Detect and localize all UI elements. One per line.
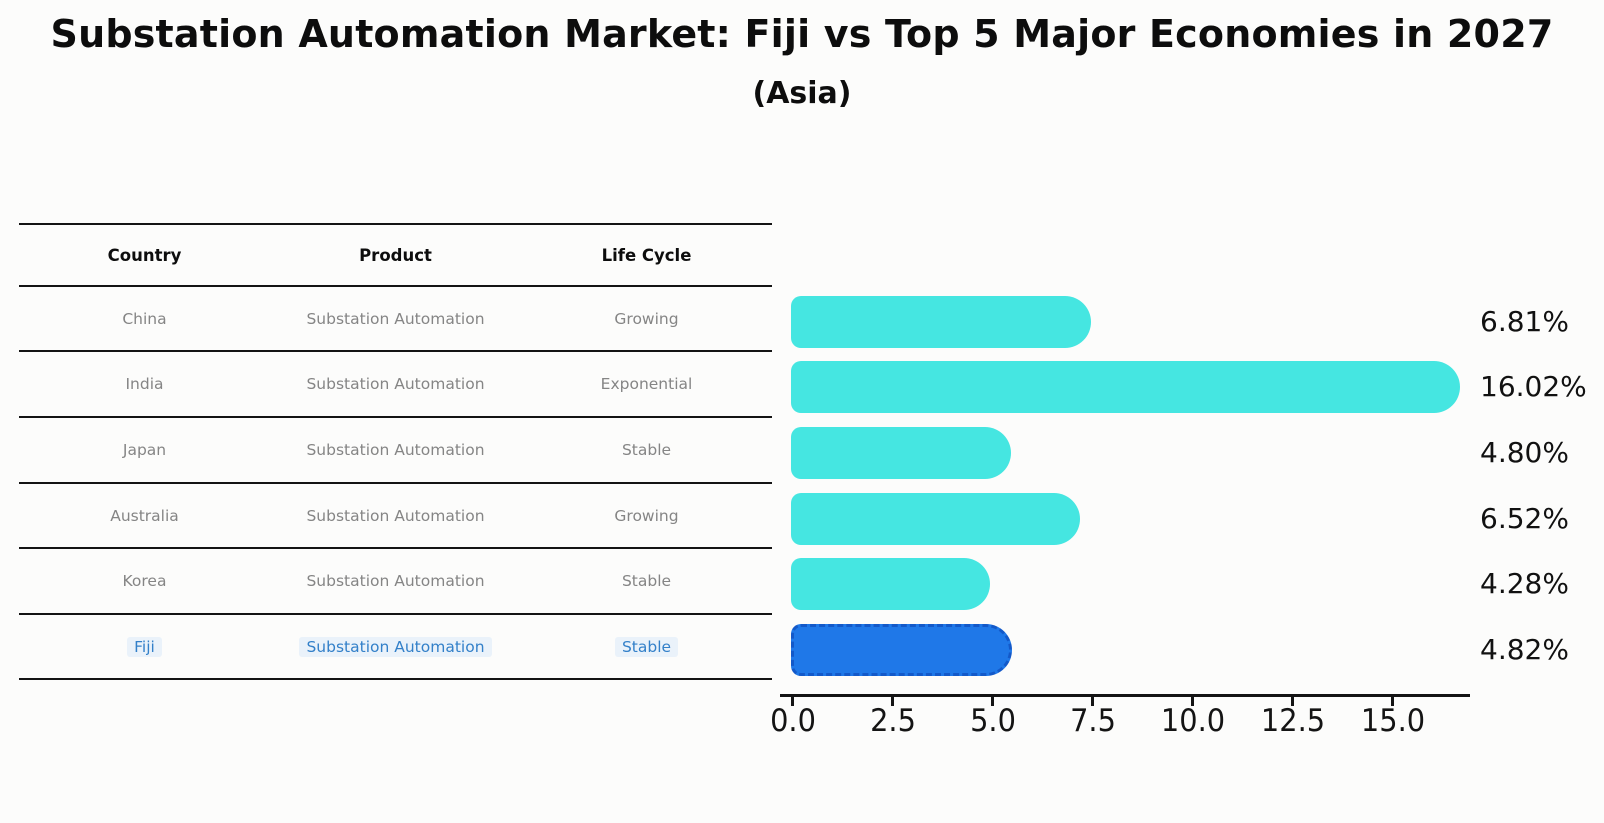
cell-country-fiji-text: Fiji	[127, 636, 162, 657]
bar-australia	[791, 493, 1080, 545]
cell-life-cycle-korea: Stable	[521, 572, 772, 590]
column-header-life-cycle-text: Life Cycle	[601, 245, 692, 265]
cell-life-cycle-japan-text: Stable	[621, 441, 672, 459]
x-axis-line	[780, 694, 1470, 697]
cell-country-india-text: India	[125, 375, 164, 393]
cell-product-australia: Substation Automation	[270, 507, 521, 525]
cell-product-korea: Substation Automation	[270, 572, 521, 590]
table-row-korea: Korea Substation Automation Stable	[19, 547, 772, 613]
x-axis-tick-label-15.0: 15.0	[1360, 703, 1425, 739]
country-table: Country Product Life Cycle China Substation …	[19, 223, 772, 680]
x-axis-tick-2.5	[891, 696, 894, 706]
cell-product-japan-text: Substation Automation	[306, 441, 485, 459]
value-label-fiji: 4.82%	[1480, 633, 1569, 666]
x-axis-tick-15.0	[1391, 696, 1394, 706]
x-axis-tick-12.5	[1291, 696, 1294, 706]
value-label-china: 6.81%	[1480, 305, 1569, 338]
bar-china	[791, 296, 1092, 348]
cell-country-australia: Australia	[19, 507, 270, 525]
table-row-australia: Australia Substation Automation Growing	[19, 482, 772, 547]
value-label-india: 16.02%	[1480, 370, 1587, 403]
cell-country-japan-text: Japan	[122, 441, 167, 459]
cell-life-cycle-india-text: Exponential	[600, 375, 693, 393]
cell-product-india-text: Substation Automation	[306, 375, 485, 393]
cell-product-china-text: Substation Automation	[306, 309, 485, 328]
cell-product-japan: Substation Automation	[270, 441, 521, 459]
table-row-china: China Substation Automation Growing	[19, 285, 772, 350]
column-header-product-text: Product	[359, 245, 432, 265]
cell-country-japan: Japan	[19, 441, 270, 459]
chart-title: Substation Automation Market: Fiji vs To…	[50, 12, 1554, 56]
value-label-australia: 6.52%	[1480, 502, 1569, 535]
cell-country-australia-text: Australia	[110, 506, 179, 525]
table-row-india: India Substation Automation Exponential	[19, 350, 772, 416]
cell-product-fiji: Substation Automation	[270, 636, 521, 657]
bar-india	[791, 361, 1460, 413]
cell-product-korea-text: Substation Automation	[306, 572, 485, 590]
bar-japan	[791, 427, 1011, 479]
cell-life-cycle-fiji: Stable	[521, 636, 772, 657]
x-axis-tick-label-10.0: 10.0	[1160, 703, 1225, 739]
x-axis-tick-label-7.5: 7.5	[1069, 703, 1116, 739]
cell-country-china-text: China	[122, 309, 167, 328]
cell-product-australia-text: Substation Automation	[306, 506, 485, 525]
bar-fiji	[791, 624, 1012, 676]
table-row-japan: Japan Substation Automation Stable	[19, 416, 772, 482]
cell-product-fiji-text: Substation Automation	[299, 636, 492, 657]
chart-subtitle: (Asia)	[752, 76, 852, 111]
cell-life-cycle-australia: Growing	[521, 507, 772, 525]
x-axis-tick-label-5.0: 5.0	[969, 703, 1016, 739]
column-header-country-text: Country	[107, 245, 182, 265]
cell-life-cycle-china-text: Growing	[614, 309, 679, 328]
cell-product-india: Substation Automation	[270, 375, 521, 393]
cell-country-korea-text: Korea	[122, 572, 167, 590]
cell-life-cycle-fiji-text: Stable	[614, 636, 679, 657]
x-axis-tick-7.5	[1091, 696, 1094, 706]
x-axis-tick-0.0	[791, 696, 794, 706]
cell-life-cycle-china: Growing	[521, 310, 772, 328]
table-row-fiji: Fiji Substation Automation Stable	[19, 613, 772, 678]
x-axis-tick-10.0	[1191, 696, 1194, 706]
x-axis-tick-5.0	[991, 696, 994, 706]
x-axis-tick-label-2.5: 2.5	[869, 703, 916, 739]
cell-country-fiji: Fiji	[19, 636, 270, 657]
value-label-korea: 4.28%	[1480, 567, 1569, 600]
cell-country-india: India	[19, 375, 270, 393]
x-axis-tick-label-0.0: 0.0	[769, 703, 816, 739]
column-header-country: Country	[19, 246, 270, 265]
cell-country-china: China	[19, 310, 270, 328]
cell-life-cycle-australia-text: Growing	[614, 506, 679, 525]
table-header-row: Country Product Life Cycle	[19, 223, 772, 285]
cell-life-cycle-japan: Stable	[521, 441, 772, 459]
bar-korea	[791, 558, 991, 610]
cell-life-cycle-india: Exponential	[521, 375, 772, 393]
column-header-product: Product	[270, 246, 521, 265]
cell-life-cycle-korea-text: Stable	[621, 572, 672, 590]
value-label-japan: 4.80%	[1480, 436, 1569, 469]
column-header-life-cycle: Life Cycle	[521, 246, 772, 265]
cell-product-china: Substation Automation	[270, 310, 521, 328]
cell-country-korea: Korea	[19, 572, 270, 590]
x-axis-tick-label-12.5: 12.5	[1260, 703, 1325, 739]
